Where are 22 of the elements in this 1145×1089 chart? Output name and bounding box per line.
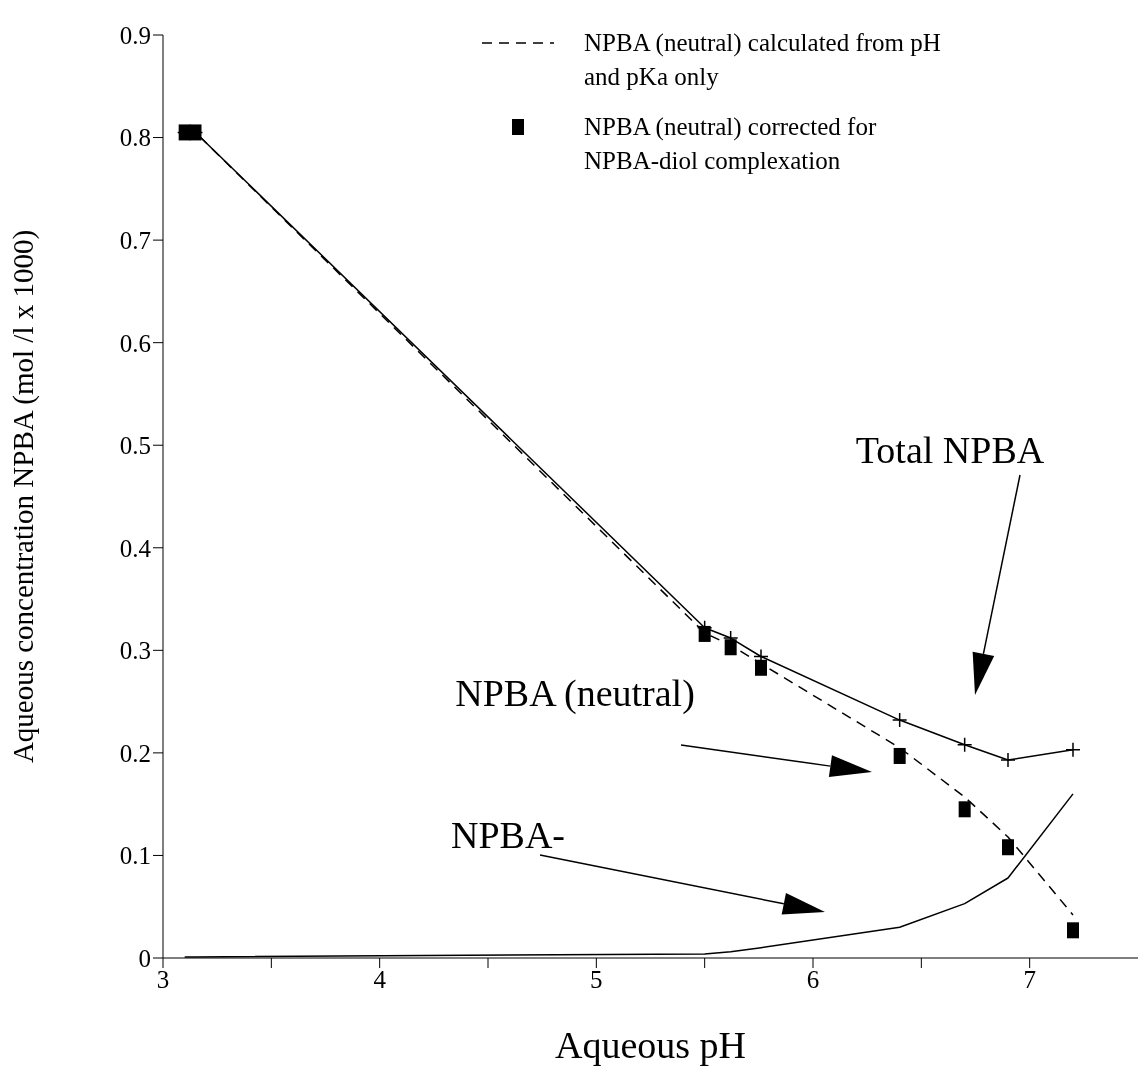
x-tick-label: 5 — [590, 965, 603, 993]
y-axis-title: Aqueous concentration NPBA (mol /l x 1000) — [7, 229, 41, 764]
y-tick-label: 0.6 — [119, 329, 151, 357]
annotation: NPBA- — [450, 814, 566, 856]
annotation: Total NPBA — [855, 429, 1045, 471]
annotation: NPBA (neutral) — [455, 672, 695, 715]
y-tick-label: 0 — [138, 944, 151, 972]
y-tick-label: 0.8 — [119, 124, 151, 152]
y-tick-label: 0.7 — [119, 226, 151, 254]
x-tick-label: 6 — [806, 965, 820, 993]
legend-label: NPBA (neutral) corrected for NPBA-diol complexation — [584, 112, 878, 176]
y-tick-label: 0.3 — [119, 637, 151, 665]
y-tick-label: 0.1 — [119, 842, 151, 870]
x-axis-title: Aqueous pH — [554, 1024, 747, 1066]
y-tick-label: 0.5 — [119, 432, 151, 460]
y-tick-label: 0.4 — [119, 534, 152, 562]
y-tick-label: 0.9 — [119, 21, 151, 49]
x-tick-label: 7 — [1023, 965, 1036, 993]
legend-label: NPBA (neutral) calculated from pH and pKa only — [584, 28, 942, 92]
x-tick-label: 3 — [156, 965, 170, 993]
x-tick-label: 4 — [373, 965, 387, 993]
y-tick-label: 0.2 — [119, 739, 151, 767]
